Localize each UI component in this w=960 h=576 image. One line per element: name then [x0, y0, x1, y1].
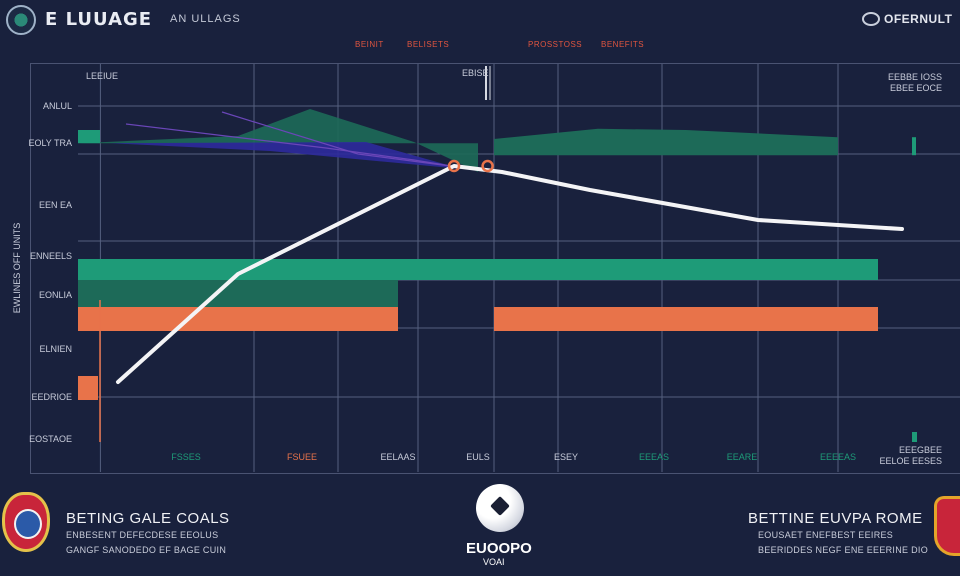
tab-0[interactable]: BEINIT: [355, 40, 384, 49]
x-tick-label-7: EEEEAS: [820, 452, 856, 462]
footer-right-line-1: EOUSAET ENEFBEST EEIRES: [758, 530, 894, 540]
legend-bottom-right-0: EEEGBEE: [899, 445, 942, 455]
x-tick-label-3: EULS: [466, 452, 490, 462]
legend-top-left: LEEIUE: [86, 71, 118, 81]
band-4: [78, 376, 98, 400]
x-tick-label-5: EEEAS: [639, 452, 669, 462]
footer-left-line-2: GANGF SANODEDO EF BAGE CUIN: [66, 545, 227, 555]
center-logo-sub: VOAI: [483, 557, 505, 567]
app-subtitle: AN ULLAGS: [170, 13, 241, 25]
band-3: [494, 307, 878, 331]
upper-purple-wedge: [110, 142, 462, 169]
trend-line: [116, 164, 904, 384]
chart-upper-area-layer: [78, 109, 916, 172]
legend-center: EBISE: [462, 68, 489, 78]
legend-top-right-1: EBEE EOCE: [890, 83, 942, 93]
purple-line-1: [221, 111, 451, 167]
partner-logo-icon[interactable]: [862, 12, 880, 26]
y-axis-title: EWLINES OFF UNITS: [12, 223, 22, 314]
band-marker: [912, 432, 917, 442]
band-2: [78, 307, 398, 331]
x-tick-label-1: FSUEE: [287, 452, 317, 462]
y-tick-label-6: EEDRIOE: [31, 392, 72, 402]
x-tick-label-6: EEARE: [727, 452, 758, 462]
club-crest-left-icon: [2, 492, 50, 552]
footer-right-line-2: BEERIDDES NEGF ENE EEERINE DIO: [758, 545, 929, 555]
y-tick-label-2: EEN EA: [39, 200, 72, 210]
header-bar: E LUUAGE AN ULLAGS OFERNULT: [0, 0, 960, 40]
upper-area: [78, 109, 478, 172]
football-icon: [476, 484, 524, 532]
chart-labels-layer: ANLUL EOLY TRA EEN EA ENNEELS EONLIA ELNIEN EE…: [12, 68, 942, 466]
band-1: [78, 280, 398, 307]
footer-left-heading: BETING GALE COALS: [66, 510, 230, 527]
footer-right-heading: BETTINE EUVPA ROME: [748, 510, 923, 527]
tab-1[interactable]: BELISETS: [407, 40, 450, 49]
y-tick-label-0: ANLUL: [43, 101, 72, 111]
x-tick-label-0: FSSES: [171, 452, 201, 462]
footer-left-line-1: ENBESENT DEFECDESE EEOLUS: [66, 530, 219, 540]
y-tick-label-5: ELNIEN: [39, 344, 72, 354]
right-area-cap: [912, 137, 916, 156]
marker-point-0: [447, 159, 461, 173]
right-area: [494, 128, 838, 156]
chart-lines-layer: [99, 66, 904, 442]
y-tick-label-7: EOSTAOE: [29, 434, 72, 444]
club-crest-right-icon: [934, 496, 960, 556]
chart-bands-layer: [78, 259, 917, 442]
x-tick-label-4: ESEY: [554, 452, 578, 462]
legend-bottom-right-1: EELOE EESES: [879, 456, 942, 466]
band-0: [78, 259, 878, 280]
chart-canvas: ANLUL EOLY TRA EEN EA ENNEELS EONLIA ELNIEN EE…: [12, 64, 960, 472]
upper-area-cap: [78, 130, 100, 144]
y-tick-label-4: EONLIA: [39, 290, 72, 300]
tab-3[interactable]: BENEFITS: [601, 40, 645, 49]
x-tick-label-2: EELAAS: [380, 452, 415, 462]
marker-point-1: [481, 159, 494, 173]
chart-frame: [30, 63, 960, 474]
y-tick-label-3: ENNEELS: [30, 251, 72, 261]
app-title: E LUUAGE: [45, 9, 153, 30]
tab-2[interactable]: PROSSTOSS: [528, 40, 583, 49]
partner-title[interactable]: OFERNULT: [884, 12, 953, 26]
legend-top-right-0: EEBBE IOSS: [888, 72, 942, 82]
y-tick-label-1: EOLY TRA: [28, 138, 72, 148]
league-logo-icon[interactable]: [6, 5, 36, 35]
center-logo-label: EUOOPO: [466, 540, 532, 557]
